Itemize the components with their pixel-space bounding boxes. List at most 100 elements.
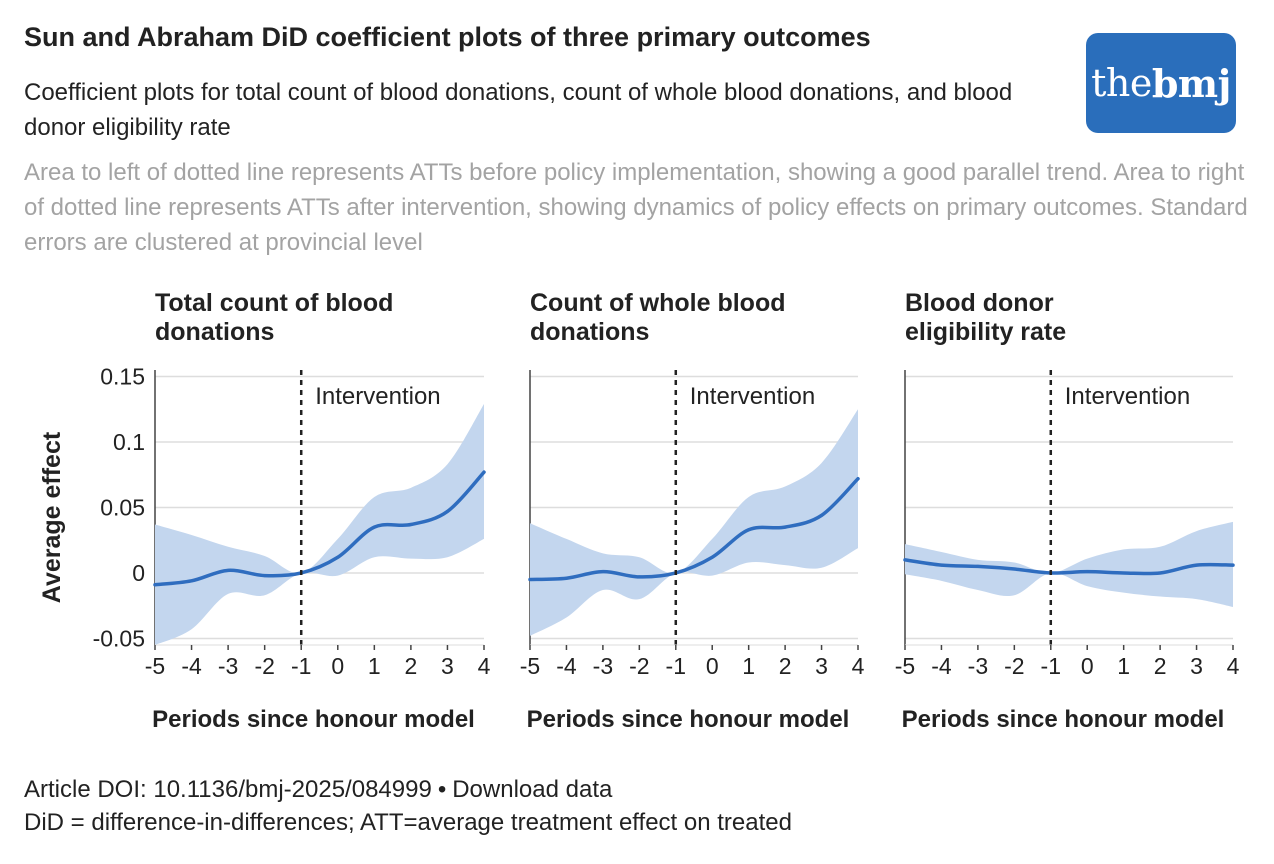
logo-text-the: the	[1091, 61, 1152, 105]
footer-separator: •	[437, 776, 447, 803]
footer: Article DOI: 10.1136/bmj-2025/084999 • Dow…	[24, 773, 792, 839]
x-axis-label: Periods since honour model	[902, 706, 1225, 733]
panel-title-line: donations	[155, 318, 274, 346]
att-point	[1158, 571, 1162, 575]
y-tick-label: -0.05	[93, 625, 145, 651]
x-tick-label: -2	[629, 653, 649, 679]
x-tick-label: 0	[331, 653, 344, 679]
panel-title: Blood donor eligibility rate	[905, 289, 1066, 346]
panel-title-line: Blood donor	[905, 289, 1054, 317]
att-point	[1231, 563, 1235, 567]
panel-title-line: donations	[530, 318, 649, 346]
footer-doi-line: Article DOI: 10.1136/bmj-2025/084999 • Dow…	[24, 773, 792, 806]
x-tick-label: -5	[145, 653, 165, 679]
confidence-band	[155, 404, 484, 645]
att-point	[528, 578, 532, 582]
chart-title: Sun and Abraham DiD coefficient plots of…	[24, 22, 871, 52]
download-data-link[interactable]: Download data	[452, 776, 613, 803]
panel-3: Blood donor eligibility rate Intervention -…	[895, 289, 1240, 733]
att-line	[903, 558, 1235, 576]
x-tick-label: -3	[218, 653, 238, 679]
intervention-label: Intervention	[315, 383, 440, 410]
x-tick-label: 2	[404, 653, 417, 679]
att-point	[601, 570, 605, 574]
x-tick-label: -4	[556, 653, 577, 679]
panel-title-line: eligibility rate	[905, 318, 1066, 346]
x-tick-label: 0	[706, 653, 719, 679]
x-tick-label: 3	[1190, 653, 1203, 679]
x-tick-label: 4	[1227, 653, 1240, 679]
coefficient-plots: Total count of blood donations0.150.10.05…	[38, 289, 1240, 733]
panel-2: Count of whole blood donations Interventio…	[520, 289, 865, 733]
att-point	[783, 525, 787, 529]
att-point	[1012, 567, 1016, 571]
att-line	[153, 470, 486, 587]
att-point	[263, 574, 267, 578]
y-tick-label: 0.05	[100, 495, 145, 521]
x-tick-label: 2	[779, 653, 792, 679]
logo-text-bmj: bmj	[1151, 60, 1232, 106]
chart-description: Area to left of dotted line represents A…	[24, 159, 1248, 256]
att-point	[190, 579, 194, 583]
att-point	[336, 555, 340, 559]
x-axis-label: Periods since honour model	[152, 706, 475, 733]
confidence-band	[905, 521, 1233, 608]
att-point	[1122, 571, 1126, 575]
att-point	[564, 576, 568, 580]
x-tick-label: 3	[815, 653, 828, 679]
y-tick-label: 0.15	[100, 364, 145, 390]
att-point	[903, 558, 907, 562]
att-line	[528, 476, 860, 582]
att-point	[1195, 563, 1199, 567]
abbreviation-note: DiD = difference-in-differences; ATT=ave…	[24, 809, 792, 836]
att-point	[409, 523, 413, 527]
att-point	[939, 563, 943, 567]
att-point	[976, 564, 980, 568]
y-tick-label: 0.1	[113, 429, 145, 455]
confidence-band	[530, 409, 858, 636]
y-tick-label: 0	[132, 560, 145, 586]
att-point	[445, 509, 449, 513]
panel-title-line: Count of whole blood	[530, 289, 786, 317]
x-tick-label: 4	[852, 653, 865, 679]
x-tick-label: -5	[895, 653, 915, 679]
att-point	[710, 555, 714, 559]
x-tick-label: -5	[520, 653, 540, 679]
x-tick-label: 1	[742, 653, 755, 679]
x-tick-label: 2	[1154, 653, 1167, 679]
x-tick-label: 0	[1081, 653, 1094, 679]
att-point	[856, 477, 860, 481]
att-point	[637, 575, 641, 579]
x-tick-label: 3	[441, 653, 454, 679]
x-tick-label: -2	[254, 653, 274, 679]
x-tick-label: -3	[968, 653, 988, 679]
att-point	[820, 513, 824, 517]
x-axis-label: Periods since honour model	[527, 706, 850, 733]
intervention-label: Intervention	[690, 383, 815, 410]
intervention-label: Intervention	[1065, 383, 1190, 410]
att-point	[153, 583, 157, 587]
x-tick-label: -1	[666, 653, 686, 679]
article-doi: Article DOI: 10.1136/bmj-2025/084999	[24, 776, 432, 803]
bmj-logo[interactable]: the bmj	[1086, 33, 1236, 133]
x-tick-label: -4	[931, 653, 952, 679]
x-tick-label: 4	[478, 653, 491, 679]
att-point	[372, 525, 376, 529]
chart-subtitle: Coefficient plots for total count of blo…	[24, 79, 1013, 141]
panel-title: Total count of blood donations	[155, 289, 393, 346]
panel-1: Total count of blood donations 0.15 0.1 0.05…	[38, 289, 491, 733]
x-tick-label: -2	[1004, 653, 1024, 679]
panel-title-line: Total count of blood	[155, 289, 393, 317]
x-tick-label: 1	[368, 653, 381, 679]
x-tick-label: 1	[1117, 653, 1130, 679]
panel-title: Count of whole blood donations	[530, 289, 786, 346]
x-tick-label: -1	[1041, 653, 1061, 679]
att-point	[747, 528, 751, 532]
att-point	[482, 470, 486, 474]
att-point	[1085, 570, 1089, 574]
x-tick-label: -1	[291, 653, 311, 679]
y-axis-label: Average effect	[38, 431, 66, 603]
x-tick-label: -4	[181, 653, 202, 679]
x-tick-label: -3	[593, 653, 613, 679]
att-point	[226, 568, 230, 572]
